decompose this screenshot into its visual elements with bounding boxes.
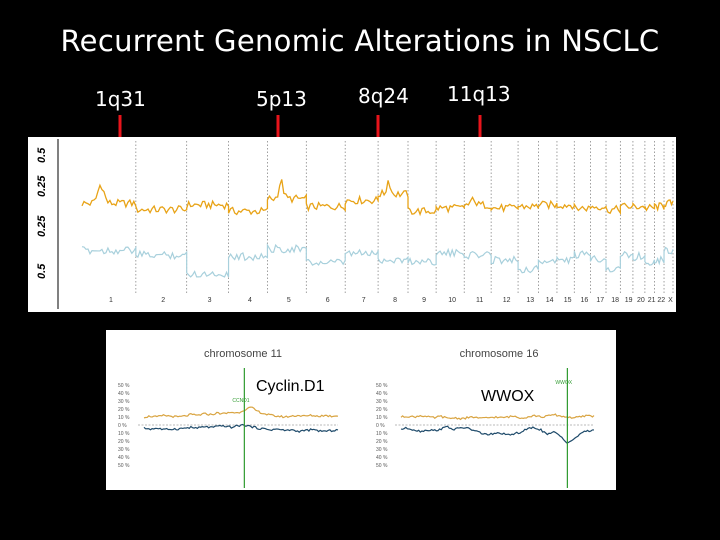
loss-series-line [400,425,595,444]
locus-label-5p13: 5p13 [256,87,307,111]
y-tick-label: 50 % [118,463,130,469]
y-tick-label: 0 % [118,423,127,429]
gene-marker-label: CCND1 [232,398,249,404]
y-tick-label: 0.25 [36,175,48,197]
y-tick-label: 10 % [376,415,388,421]
genome-profile-chart: 0.50.250.250.51 2 3 4 5 6 7 8 9 10 11 12 13 14 15 16 17 1… [36,139,674,309]
y-tick-label: 50 % [376,463,388,469]
gain-series-line [81,179,674,217]
y-tick-label: 30 % [376,399,388,405]
chromosome-label: 5 [287,297,291,304]
y-tick-label: 30 % [376,447,388,453]
y-tick-label: 0 % [376,423,385,429]
locus-label-8q24: 8q24 [358,84,409,108]
gene-annotation: WWOX [481,388,535,405]
y-tick-label: 20 % [376,439,388,445]
y-tick-label: 0.5 [36,263,48,279]
chromosome-label: 16 [580,297,588,304]
y-tick-label: 10 % [376,431,388,437]
y-tick-label: 0.5 [36,147,48,163]
y-tick-label: 0.25 [36,215,48,237]
chromosome-label: 3 [208,297,212,304]
y-tick-label: 40 % [376,455,388,461]
chromosome-label: 14 [546,297,554,304]
gene-marker-label: WWOX [555,380,572,386]
chromosome-detail-panel: chromosome 11 50 % 40 % 30 % 20 % 10 % 0 % 10 %… [106,330,616,490]
y-tick-label: 30 % [118,447,130,453]
chromosome-label: 11 [476,297,483,304]
chromosome-label: 18 [611,297,619,304]
chromosome-label: 15 [564,297,572,304]
chromosome-label: 10 [448,297,456,304]
y-tick-label: 10 % [118,415,130,421]
y-tick-label: 20 % [118,407,130,413]
chromosome-label: 8 [393,297,397,304]
chromosome-label: 21 [648,297,656,304]
chromosome-label: 2 [161,297,165,304]
chromosome-title: chromosome 11 [204,348,282,360]
chromosome-label: 12 [503,297,511,304]
y-tick-label: 20 % [118,439,130,445]
locus-label-1q31: 1q31 [95,87,146,111]
chromosome-detail-chart: chromosome 11 50 % 40 % 30 % 20 % 10 % 0 % 10 %… [118,348,595,488]
y-tick-label: 20 % [376,407,388,413]
y-tick-label: 10 % [118,431,130,437]
y-tick-label: 50 % [376,383,388,389]
chromosome-title: chromosome 16 [460,348,539,360]
gene-annotation: Cyclin.D1 [256,378,325,395]
y-tick-label: 50 % [118,383,130,389]
gain-series-line [143,406,339,419]
chromosome-label: 6 [326,297,330,304]
locus-label-11q13: 11q13 [447,82,511,106]
gain-series-line [400,413,595,421]
loss-series-line [143,423,339,434]
chromosome-label: 7 [362,297,366,304]
y-tick-label: 40 % [118,391,130,397]
chromosome-label: 4 [248,297,252,304]
slide-title: Recurrent Genomic Alterations in NSCLC [60,24,660,58]
chromosome-label: X [668,297,673,304]
chromosome-label: 9 [422,297,426,304]
chromosome-label: 13 [526,297,534,304]
chromosome-label: 19 [625,297,633,304]
chromosome-label: 22 [657,297,665,304]
chromosome-label: 1 [109,297,113,304]
chromosome-label: 17 [596,297,604,304]
chromosome-label: 20 [637,297,645,304]
y-tick-label: 40 % [118,455,130,461]
y-tick-label: 30 % [118,399,130,405]
y-tick-label: 40 % [376,391,388,397]
loss-series-line [81,242,674,278]
genome-profile-panel: 0.5 0.25 0.25 0.5 1 2 3 4 5 6 7 8 9 10 11 12 13 14 15 16 17 1… [28,137,676,312]
